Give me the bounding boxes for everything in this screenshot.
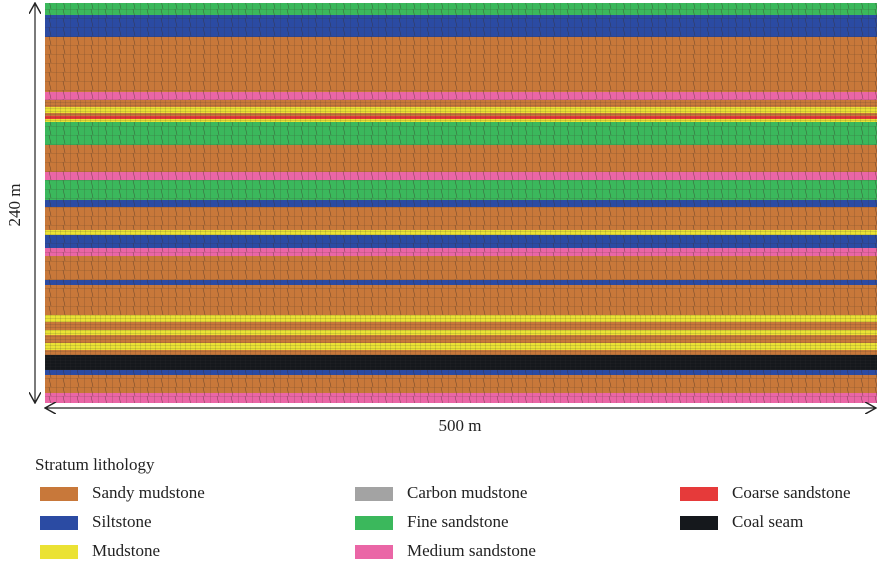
mesh [45,343,877,350]
mesh [45,107,877,113]
mesh [45,335,877,343]
legend-swatch [680,516,718,530]
mesh [45,285,877,315]
legend-label: Siltstone [92,512,152,531]
mesh [45,172,877,180]
mesh [45,370,877,375]
mesh [45,322,877,330]
mesh [45,393,877,403]
mesh [45,3,877,15]
mesh [45,200,877,207]
mesh [45,235,877,248]
mesh [45,145,877,172]
mesh [45,350,877,355]
mesh [45,230,877,235]
legend-label: Coarse sandstone [732,483,851,502]
mesh [45,330,877,335]
legend-label: Coal seam [732,512,803,531]
legend-label: Sandy mudstone [92,483,205,502]
width-label: 500 m [439,416,482,435]
diagram: 240 m 500 m Stratum lithology Sandy muds… [0,0,878,569]
height-label: 240 m [5,184,24,227]
legend-label: Carbon mudstone [407,483,527,502]
legend-swatch [40,516,78,530]
mesh [45,248,877,256]
legend-swatch [355,516,393,530]
legend-swatch [680,487,718,501]
mesh [45,37,877,92]
mesh [45,375,877,393]
legend-swatch [40,487,78,501]
mesh [45,315,877,322]
legend-label: Medium sandstone [407,541,536,560]
mesh [45,122,877,145]
mesh [45,280,877,285]
mesh [45,113,877,116]
mesh [45,92,877,100]
legend-swatch [40,545,78,559]
mesh [45,256,877,280]
legend: Sandy mudstone Siltstone Mudstone Carbon mu… [40,483,851,560]
legend-label: Mudstone [92,541,160,560]
legend-swatch [355,487,393,501]
mesh [45,15,877,37]
legend-label: Fine sandstone [407,512,509,531]
strata-model [45,3,877,403]
mesh [45,116,877,119]
mesh [45,100,877,107]
mesh [45,119,877,122]
mesh [45,207,877,230]
legend-title: Stratum lithology [35,455,155,474]
mesh [45,355,877,370]
legend-swatch [355,545,393,559]
mesh [45,180,877,200]
